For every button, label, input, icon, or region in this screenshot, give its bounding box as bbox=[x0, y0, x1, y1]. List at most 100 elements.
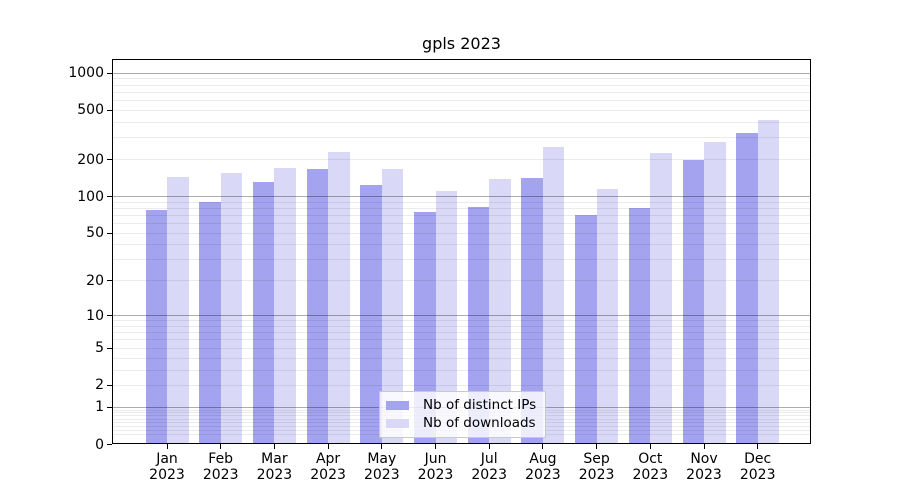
bar-jan-2023-downloads bbox=[167, 177, 189, 444]
gridline-minor-7 bbox=[112, 332, 811, 334]
bar-jul-2023-downloads bbox=[489, 178, 511, 444]
x-tick-8 bbox=[542, 444, 544, 449]
legend-label-downloads: Nb of downloads bbox=[423, 415, 536, 431]
x-tick-year: 2023 bbox=[363, 467, 400, 483]
x-tick-month: Apr bbox=[315, 451, 341, 467]
bar-apr-2023-downloads bbox=[328, 152, 350, 444]
gridline-major-100 bbox=[112, 196, 811, 197]
bar-aug-2023-downloads bbox=[542, 146, 565, 444]
x-tick-year: 2023 bbox=[471, 467, 507, 483]
bar-dec-2023-downloads bbox=[757, 119, 780, 444]
bar-mar-2023-distinct-ips bbox=[252, 181, 275, 444]
x-tick-3 bbox=[273, 444, 275, 449]
x-tick-7 bbox=[488, 444, 490, 449]
y-tick-label-0: 0 bbox=[95, 436, 104, 453]
gridline-minor-600 bbox=[112, 100, 811, 102]
x-tick-month: Sep bbox=[583, 451, 610, 467]
bar-may-2023-distinct-ips bbox=[360, 185, 382, 444]
gridline-minor-4 bbox=[112, 357, 811, 359]
bar-aug-2023-distinct-ips bbox=[521, 177, 543, 444]
gridline-minor-9 bbox=[112, 320, 811, 322]
x-tick-label-may-2023: May 2023 bbox=[350, 451, 414, 483]
y-tick-1 bbox=[107, 406, 112, 408]
y-tick-label-50: 50 bbox=[86, 225, 104, 242]
y-tick-0 bbox=[107, 444, 112, 445]
gridline-minor-6 bbox=[112, 339, 811, 341]
y-tick-label-200: 200 bbox=[77, 151, 104, 168]
y-tick-label-100: 100 bbox=[77, 188, 104, 205]
x-tick-year: 2023 bbox=[417, 467, 454, 483]
bar-oct-2023-distinct-ips bbox=[628, 208, 651, 444]
y-tick-200 bbox=[107, 159, 112, 161]
x-tick-year: 2023 bbox=[739, 467, 776, 483]
x-tick-5 bbox=[381, 444, 383, 449]
bar-jun-2023-downloads bbox=[435, 190, 457, 444]
x-tick-label-aug-2023: Aug 2023 bbox=[511, 451, 575, 483]
x-tick-11 bbox=[703, 444, 705, 449]
x-tick-label-feb-2023: Feb 2023 bbox=[189, 451, 253, 483]
x-tick-label-oct-2023: Oct 2023 bbox=[618, 451, 682, 483]
y-tick-2 bbox=[107, 384, 112, 386]
x-tick-label-dec-2023: Dec 2023 bbox=[726, 451, 790, 483]
y-tick-label-1000: 1000 bbox=[68, 65, 104, 82]
legend-label-distinct-ips: Nb of distinct IPs bbox=[423, 397, 537, 413]
x-tick-12 bbox=[757, 444, 759, 449]
gridline-minor-800 bbox=[112, 84, 811, 86]
bar-feb-2023-distinct-ips bbox=[199, 201, 221, 444]
x-tick-label-jun-2023: Jun 2023 bbox=[404, 451, 468, 483]
y-tick-100 bbox=[107, 196, 112, 197]
x-tick-month: Feb bbox=[208, 451, 234, 467]
y-tick-label-10: 10 bbox=[86, 307, 104, 324]
legend-row-downloads: Nb of downloads bbox=[386, 415, 536, 432]
gridline-major-10 bbox=[112, 315, 811, 317]
bar-mar-2023-downloads bbox=[274, 168, 296, 444]
y-tick-label-5: 5 bbox=[95, 340, 104, 357]
x-tick-month: Jan bbox=[156, 451, 178, 467]
bar-apr-2023-distinct-ips bbox=[306, 168, 329, 444]
y-tick-label-2: 2 bbox=[95, 377, 104, 394]
x-tick-year: 2023 bbox=[686, 467, 722, 483]
y-tick-1000 bbox=[107, 72, 112, 74]
x-tick-label-mar-2023: Mar 2023 bbox=[242, 451, 306, 483]
bar-may-2023-downloads bbox=[381, 168, 404, 444]
y-tick-label-1: 1 bbox=[95, 399, 104, 416]
bar-nov-2023-distinct-ips bbox=[682, 159, 704, 444]
x-tick-month: Aug bbox=[529, 451, 557, 467]
x-tick-year: 2023 bbox=[149, 467, 185, 483]
y-tick-label-500: 500 bbox=[77, 102, 104, 119]
bar-jun-2023-distinct-ips bbox=[414, 211, 436, 444]
x-tick-month: Mar bbox=[261, 451, 288, 467]
x-tick-1 bbox=[166, 444, 168, 449]
gridline-minor-700 bbox=[112, 91, 811, 93]
x-tick-month: Nov bbox=[690, 451, 718, 467]
gridline-minor-50 bbox=[112, 232, 811, 234]
x-tick-year: 2023 bbox=[256, 467, 293, 483]
bar-oct-2023-downloads bbox=[650, 153, 672, 444]
y-tick-5 bbox=[107, 347, 112, 349]
y-tick-label-20: 20 bbox=[86, 272, 104, 289]
x-tick-6 bbox=[435, 444, 436, 449]
x-tick-label-jan-2023: Jan 2023 bbox=[135, 451, 199, 483]
x-tick-9 bbox=[596, 444, 598, 449]
legend-swatch-downloads bbox=[386, 419, 409, 428]
gridline-minor-200 bbox=[112, 159, 811, 161]
bar-jul-2023-distinct-ips bbox=[467, 207, 490, 444]
gridline-minor-400 bbox=[112, 121, 811, 123]
bar-sep-2023-distinct-ips bbox=[575, 214, 597, 444]
bar-feb-2023-downloads bbox=[220, 173, 243, 444]
x-tick-year: 2023 bbox=[578, 467, 615, 483]
x-tick-year: 2023 bbox=[525, 467, 561, 483]
x-tick-year: 2023 bbox=[310, 467, 346, 483]
x-tick-month: Oct bbox=[638, 451, 663, 467]
gridline-minor-40 bbox=[112, 244, 811, 246]
gridline-major-1000 bbox=[112, 72, 811, 74]
gridline-minor-5 bbox=[112, 347, 811, 349]
chart-title: gpls 2023 bbox=[422, 34, 501, 53]
gridline-minor-900 bbox=[112, 78, 811, 80]
gridline-minor-3 bbox=[112, 369, 811, 371]
gridline-minor-8 bbox=[112, 325, 811, 327]
gridline-minor-500 bbox=[112, 109, 811, 111]
bar-nov-2023-downloads bbox=[704, 141, 726, 444]
legend-swatch-distinct-ips bbox=[386, 401, 409, 410]
